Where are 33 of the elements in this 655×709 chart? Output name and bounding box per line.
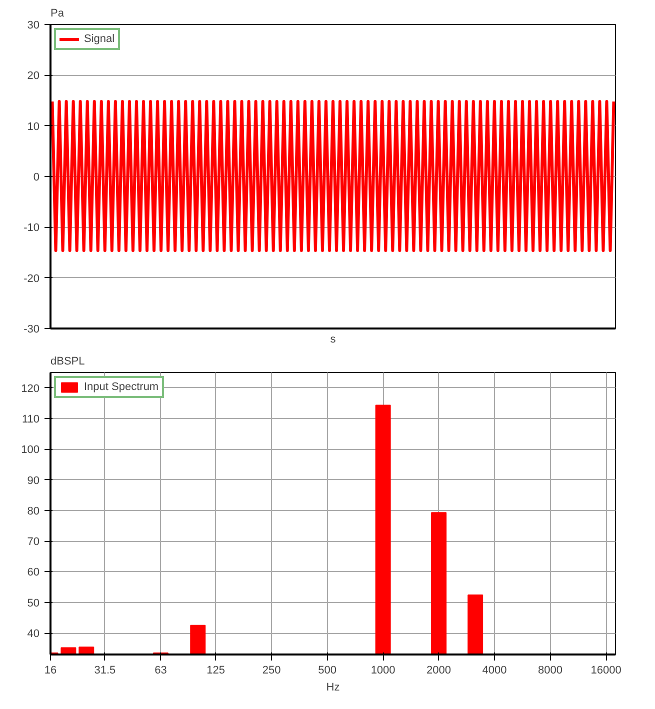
y-tick-label: 60 [27, 566, 40, 579]
y-tick-label: 120 [21, 382, 40, 395]
y-tick-label: 80 [27, 505, 40, 518]
x-tick-label: 8000 [538, 664, 563, 676]
x-tick-label: 16000 [590, 664, 622, 676]
y-tick-label: 90 [27, 474, 40, 487]
x-tick-label: 1000 [370, 664, 396, 676]
legend-label: Input Spectrum [84, 381, 159, 393]
x-tick-label: 4000 [482, 664, 507, 676]
x-tick-label: 63 [154, 664, 167, 676]
y-tick-label: 110 [22, 413, 40, 426]
y-tick-label: -30 [24, 324, 40, 336]
legend-label: Signal [84, 33, 115, 45]
y-tick-label: 0 [33, 172, 40, 184]
y-axis-title: dBSPL [50, 356, 85, 368]
y-tick-label: -10 [24, 222, 40, 234]
y-axis-title: Pa [50, 8, 65, 20]
y-tick-label: 40 [27, 628, 40, 640]
x-tick-label: 16 [44, 664, 57, 676]
x-axis-title: s [330, 334, 336, 346]
y-tick-label: 20 [27, 70, 40, 82]
x-tick-label: 31.5 [94, 664, 116, 676]
y-tick-label: 30 [27, 20, 40, 32]
y-tick-label: -20 [24, 272, 40, 285]
y-tick-label: 100 [21, 444, 40, 456]
y-tick-label: 70 [27, 536, 40, 548]
y-tick-label: 50 [27, 597, 40, 610]
x-tick-label: 2000 [426, 664, 452, 676]
x-tick-label: 125 [206, 664, 226, 676]
x-axis-title: Hz [326, 682, 340, 694]
x-tick-label: 250 [262, 664, 281, 676]
y-tick-label: 10 [27, 120, 40, 133]
x-tick-label: 500 [318, 664, 336, 676]
